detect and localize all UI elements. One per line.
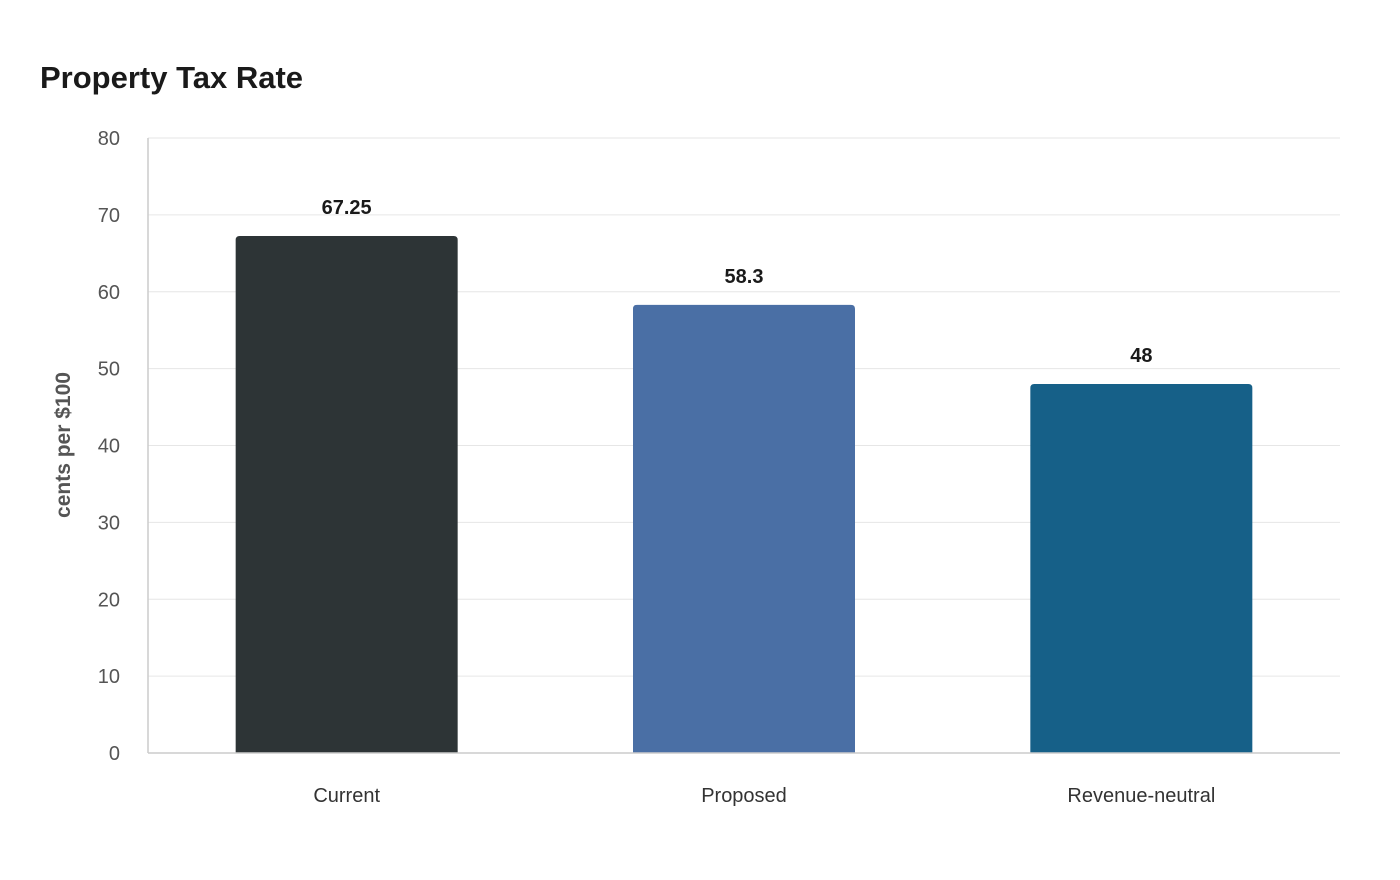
x-axis-ticks: Current Proposed Revenue-neutral	[313, 785, 1215, 807]
bar-revenue-neutral	[1030, 384, 1253, 753]
y-tick-label-30: 30	[98, 512, 120, 534]
y-tick-label-80: 80	[98, 128, 120, 150]
bar-value-label-proposed: 58.3	[725, 266, 764, 288]
x-tick-label-current: Current	[313, 785, 380, 807]
bar-current	[235, 236, 458, 753]
bar-proposed	[633, 304, 855, 753]
y-tick-label-20: 20	[98, 589, 120, 611]
chart-title: Property Tax Rate	[40, 60, 304, 95]
bar-value-label-revenue-neutral: 48	[1130, 345, 1152, 367]
bars	[235, 236, 1253, 753]
y-tick-label-60: 60	[98, 282, 120, 304]
y-tick-label-70: 70	[98, 205, 120, 227]
y-tick-label-50: 50	[98, 359, 120, 381]
bar-data-labels: 67.25 58.3 48	[322, 197, 1153, 367]
y-tick-label-40: 40	[98, 436, 120, 458]
bar-value-label-current: 67.25	[322, 197, 372, 219]
x-tick-label-proposed: Proposed	[701, 785, 787, 807]
x-tick-label-revenue-neutral: Revenue-neutral	[1067, 785, 1215, 807]
y-tick-label-0: 0	[109, 743, 120, 765]
y-axis-ticks: 0 10 20 30 40 50 60 70 80	[98, 128, 120, 765]
y-tick-label-10: 10	[98, 666, 120, 688]
y-axis-label: cents per $100	[52, 372, 75, 518]
